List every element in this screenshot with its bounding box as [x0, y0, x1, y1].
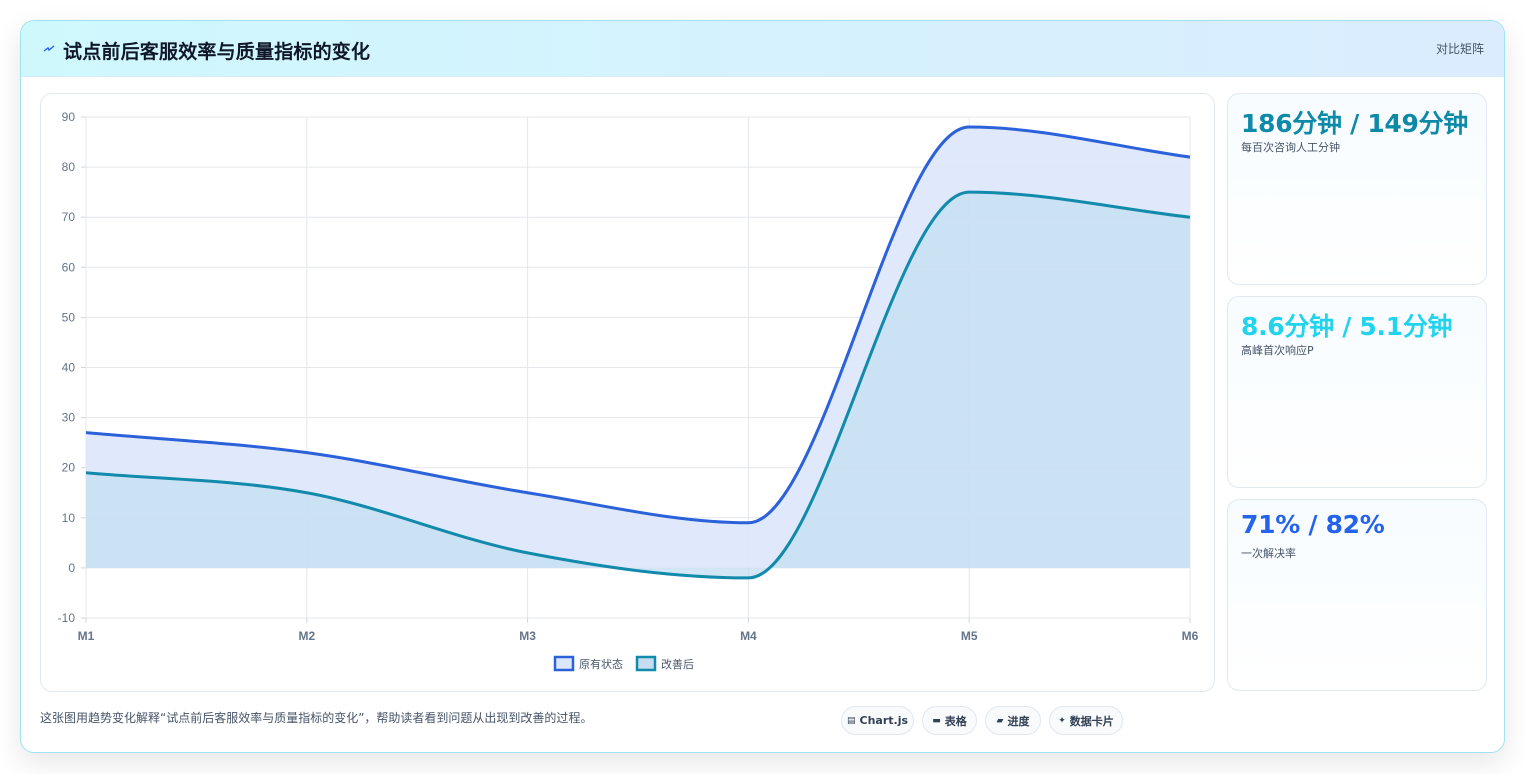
y-tick-label: 70 — [62, 210, 76, 224]
stat-label: 一次解决率 — [1241, 547, 1296, 560]
tag-label: 数据卡片 — [1069, 714, 1114, 728]
tag-table[interactable]: ▬ 表格 — [922, 706, 977, 735]
tag-label: 表格 — [944, 714, 967, 728]
table-icon: ▬ — [932, 715, 941, 726]
x-tick-label: M5 — [961, 629, 978, 643]
tag-label: Chart.js — [859, 714, 909, 727]
series-line-0 — [85, 125, 1191, 525]
stat-card-first-response: 8.6分钟 / 5.1分钟 高峰首次响应P — [1227, 296, 1487, 488]
chart-panel: -10 0 10 20 30 40 50 60 70 80 90 M1 M2 M3 M4 M5 M6 原有状态 改善… — [40, 93, 1215, 692]
stat-value: 71% / 82% — [1241, 510, 1385, 539]
stat-label: 高峰首次响应P — [1241, 344, 1314, 357]
card-header: 试点前后客服效率与质量指标的变化 对比矩阵 — [21, 21, 1504, 77]
x-tick-label: M3 — [519, 629, 536, 643]
x-tick-label: M1 — [78, 629, 95, 643]
series-area-1 — [86, 192, 1190, 578]
x-tick-label: M4 — [740, 629, 757, 643]
stat-card-manual-minutes: 186分钟 / 149分钟 每百次咨询人工分钟 — [1227, 93, 1487, 285]
y-tick-label: 10 — [62, 511, 76, 525]
x-tick-label: M6 — [1182, 629, 1199, 643]
stat-value: 8.6分钟 / 5.1分钟 — [1241, 312, 1453, 341]
y-tick-label: 30 — [62, 411, 76, 425]
trend-chart: -10 0 10 20 30 40 50 60 70 80 90 M1 M2 M3 M4 M5 M6 原有状态 改善… — [58, 110, 1199, 672]
legend-label: 原有状态 — [579, 657, 623, 671]
bolt-icon — [43, 45, 55, 52]
tag-progress[interactable]: ▰ 进度 — [985, 706, 1041, 735]
progress-icon: ▰ — [996, 715, 1004, 726]
y-tick-label: 20 — [62, 461, 76, 475]
sparkle-icon: ✦ — [1058, 715, 1066, 726]
page-title: 试点前后客服效率与质量指标的变化 — [63, 41, 371, 63]
chart-card: 试点前后客服效率与质量指标的变化 对比矩阵 -10 0 10 20 30 40 50 60 70… — [20, 20, 1505, 753]
compare-matrix-link[interactable]: 对比矩阵 — [1435, 42, 1484, 56]
y-tick-label: 90 — [62, 110, 76, 124]
stat-label: 每百次咨询人工分钟 — [1241, 141, 1340, 154]
legend-label: 改善后 — [661, 657, 694, 671]
y-tick-label: 80 — [62, 160, 76, 174]
stat-value: 186分钟 / 149分钟 — [1241, 109, 1469, 138]
y-tick-label: -10 — [58, 611, 76, 625]
y-tick-label: 60 — [62, 260, 76, 274]
y-tick-label: 50 — [62, 310, 76, 324]
y-tick-label: 40 — [62, 361, 76, 375]
tag-data-cards[interactable]: ✦ 数据卡片 — [1049, 706, 1123, 735]
series-line-1 — [85, 190, 1191, 580]
stat-card-resolution-rate: 71% / 82% 一次解决率 — [1227, 499, 1487, 691]
y-tick-label: 0 — [68, 561, 75, 575]
chart-description: 这张图用趋势变化解释“试点前后客服效率与质量指标的变化”，帮助读者看到问题从出现… — [40, 711, 593, 725]
legend-swatch — [635, 655, 657, 672]
chart-icon: ▤ — [846, 715, 856, 726]
x-tick-label: M2 — [298, 629, 315, 643]
tag-chartjs[interactable]: ▤ Chart.js — [841, 706, 914, 735]
tag-label: 进度 — [1007, 714, 1030, 728]
legend-swatch — [553, 655, 575, 672]
